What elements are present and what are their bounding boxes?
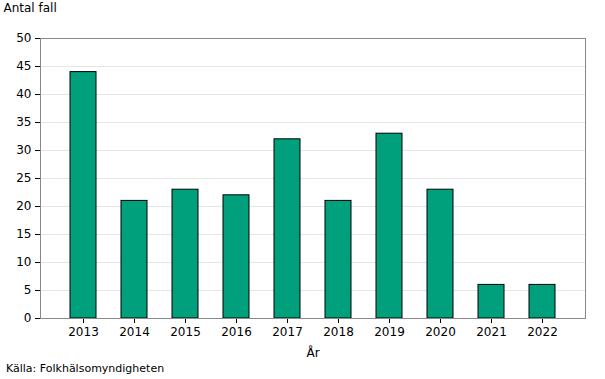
svg-text:25: 25	[16, 171, 31, 185]
svg-text:15: 15	[16, 227, 31, 241]
svg-text:2019: 2019	[374, 325, 405, 339]
html-text:Källa: Folkhälsomyndigheten: Källa: Folkhälsomyndigheten	[6, 362, 165, 375]
svg-text:År: År	[306, 345, 319, 360]
svg-text:20: 20	[16, 199, 31, 213]
svg-text:10: 10	[16, 255, 31, 269]
svg-text:Antal fall: Antal fall	[4, 1, 57, 15]
svg-text:2020: 2020	[425, 325, 456, 339]
svg-text:35: 35	[16, 115, 31, 129]
svg-text:5: 5	[24, 283, 32, 297]
svg-text:2021: 2021	[476, 325, 507, 339]
svg-text:2017: 2017	[272, 325, 303, 339]
svg-text:40: 40	[16, 87, 31, 101]
svg-text:50: 50	[16, 31, 31, 45]
svg-text:2014: 2014	[119, 325, 150, 339]
svg-text:2016: 2016	[221, 325, 252, 339]
svg-text:2018: 2018	[323, 325, 354, 339]
svg-text:45: 45	[16, 59, 31, 73]
svg-text:2015: 2015	[170, 325, 201, 339]
svg-text:2022: 2022	[527, 325, 558, 339]
svg-text:0: 0	[24, 311, 32, 325]
svg-text:30: 30	[16, 143, 31, 157]
svg-text:2013: 2013	[68, 325, 99, 339]
